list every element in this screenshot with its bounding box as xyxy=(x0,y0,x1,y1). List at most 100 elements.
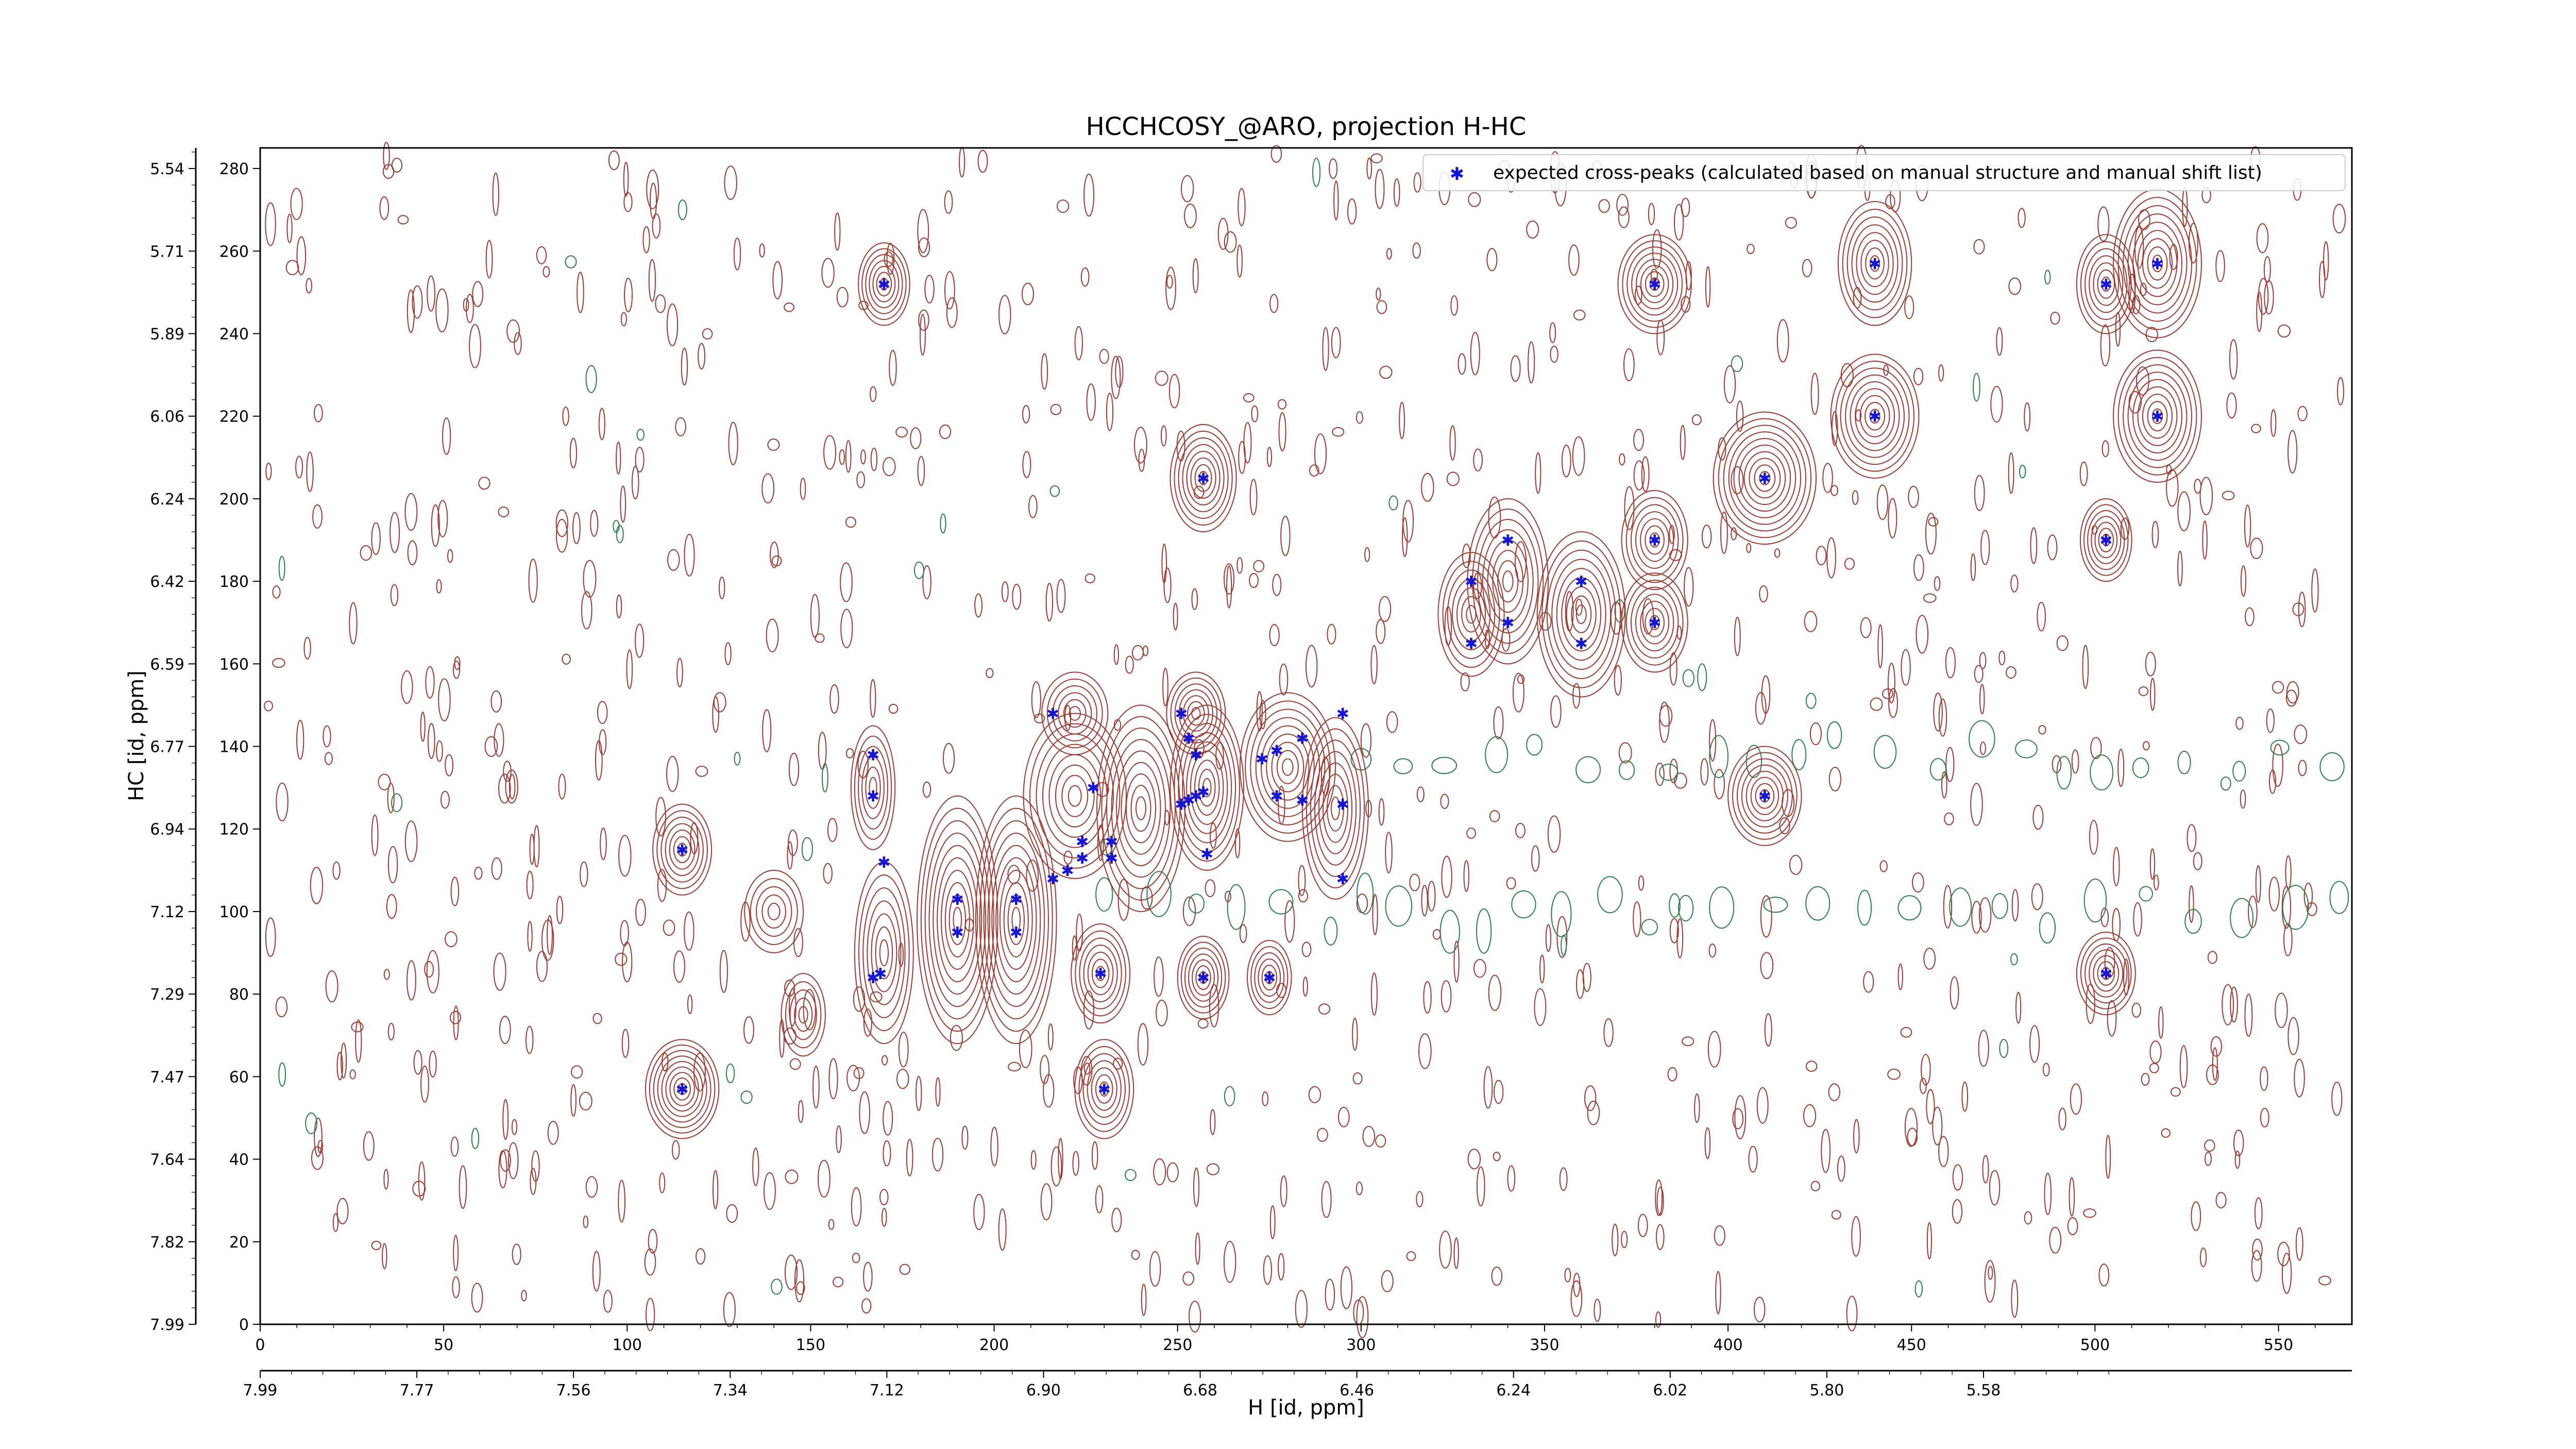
noise-contour xyxy=(2323,241,2329,281)
noise-contour xyxy=(1298,889,1308,903)
peak-contour xyxy=(1260,725,1315,809)
peak-contour xyxy=(2089,255,2124,313)
noise-contour xyxy=(815,633,825,643)
peak-contour xyxy=(1091,1067,1117,1111)
peak-contour xyxy=(867,900,902,1005)
noise-contour xyxy=(1416,786,1425,802)
peak-contour xyxy=(1265,971,1274,985)
peak-contour xyxy=(1239,692,1336,842)
noise-contour xyxy=(1378,596,1392,622)
noise-contour xyxy=(1828,766,1842,791)
peak-contour xyxy=(1837,201,1912,326)
noise-contour xyxy=(1493,1152,1501,1161)
noise-contour xyxy=(562,653,571,665)
noise-contour xyxy=(311,1146,324,1170)
noise-contour xyxy=(558,773,566,800)
cross-peak-marker: ✱ xyxy=(1175,796,1188,814)
peak-contour xyxy=(2076,234,2136,334)
negative-contour xyxy=(1100,838,1113,856)
x-tick-label: 300 xyxy=(1346,1336,1376,1354)
noise-contour xyxy=(556,896,564,924)
peak-contour xyxy=(1859,395,1890,437)
peak-contour xyxy=(1741,764,1788,828)
peak-contour xyxy=(2091,516,2122,564)
noise-contour xyxy=(555,518,568,553)
noise-contour xyxy=(1041,353,1048,390)
peak-contour xyxy=(1261,965,1278,991)
noise-contour xyxy=(784,979,795,997)
noise-contour xyxy=(1399,401,1405,440)
noise-contour xyxy=(407,540,418,565)
noise-contour xyxy=(2264,280,2274,315)
peak-contour xyxy=(1011,906,1021,933)
noise-contour xyxy=(2100,907,2109,928)
peak-contour xyxy=(858,874,910,1032)
peak-contour xyxy=(1743,451,1786,506)
noise-contour xyxy=(452,661,461,679)
peak-contour xyxy=(953,906,962,933)
noise-contour xyxy=(1217,217,1229,250)
peak-contour xyxy=(1551,559,1612,670)
peak-contour xyxy=(862,887,906,1018)
peak-contour-group xyxy=(781,973,826,1057)
noise-contour xyxy=(1637,1214,1648,1237)
noise-contour xyxy=(485,240,493,279)
noise-contour xyxy=(863,1261,873,1292)
peak-contour xyxy=(1870,255,1880,272)
peak-contour xyxy=(858,242,910,326)
noise-contour xyxy=(2199,477,2213,515)
negative-contour xyxy=(1641,919,1658,936)
peak-contour xyxy=(1276,750,1299,784)
peak-contour xyxy=(2137,386,2178,446)
noise-contour xyxy=(592,1013,602,1024)
noise-contour xyxy=(1920,1077,1927,1094)
noise-contour xyxy=(1988,1266,1993,1280)
noise-contour xyxy=(1978,1030,1989,1067)
ppm-x-tick-label: 6.24 xyxy=(1496,1381,1531,1400)
noise-contour xyxy=(621,1029,630,1058)
noise-contour xyxy=(1028,495,1038,518)
noise-contour xyxy=(2285,855,2292,890)
noise-contour xyxy=(383,1169,389,1190)
peak-contour xyxy=(1649,532,1660,548)
noise-contour xyxy=(1149,1251,1161,1287)
noise-contour xyxy=(1673,204,1684,241)
noise-contour xyxy=(1279,663,1289,696)
noise-contour xyxy=(1669,525,1675,544)
negative-contour xyxy=(1669,893,1681,918)
negative-contour xyxy=(1929,758,1946,781)
noise-contour xyxy=(404,820,418,862)
noise-contour xyxy=(1269,1205,1276,1239)
noise-contour xyxy=(1837,1155,1845,1182)
noise-contour xyxy=(2230,986,2238,1023)
chart-title: HCCHCOSY_@ARO, projection H-HC xyxy=(1086,112,1527,141)
peak-contour-group xyxy=(652,803,713,896)
noise-contour xyxy=(1638,875,1645,891)
negative-contour xyxy=(1857,889,1872,926)
cross-peak-marker: ✱ xyxy=(951,924,964,942)
noise-contour xyxy=(2149,848,2156,880)
noise-contour xyxy=(2193,852,2202,870)
noise-contour xyxy=(1681,197,1690,217)
noise-contour xyxy=(1375,169,1385,209)
noise-contour xyxy=(1888,498,1897,538)
peak-contour xyxy=(1625,579,1684,666)
peak-contour xyxy=(669,830,696,870)
noise-contour xyxy=(1168,374,1180,409)
noise-contour xyxy=(919,313,926,356)
noise-contour xyxy=(526,1025,534,1054)
noise-contour xyxy=(1033,713,1045,723)
peak-contour xyxy=(1099,1081,1109,1097)
peak-contour-group xyxy=(2113,349,2202,483)
peak-contour xyxy=(2117,197,2197,330)
noise-contour xyxy=(1913,367,1924,385)
noise-contour xyxy=(2056,635,2069,651)
peak-contour xyxy=(2098,528,2114,552)
negative-contour xyxy=(2010,953,2018,966)
noise-contour xyxy=(1603,1018,1614,1047)
noise-contour xyxy=(784,302,794,312)
peak-contour xyxy=(1046,678,1103,749)
noise-contour xyxy=(1106,393,1114,431)
peak-contour xyxy=(1835,360,1915,472)
noise-contour xyxy=(1734,617,1741,656)
